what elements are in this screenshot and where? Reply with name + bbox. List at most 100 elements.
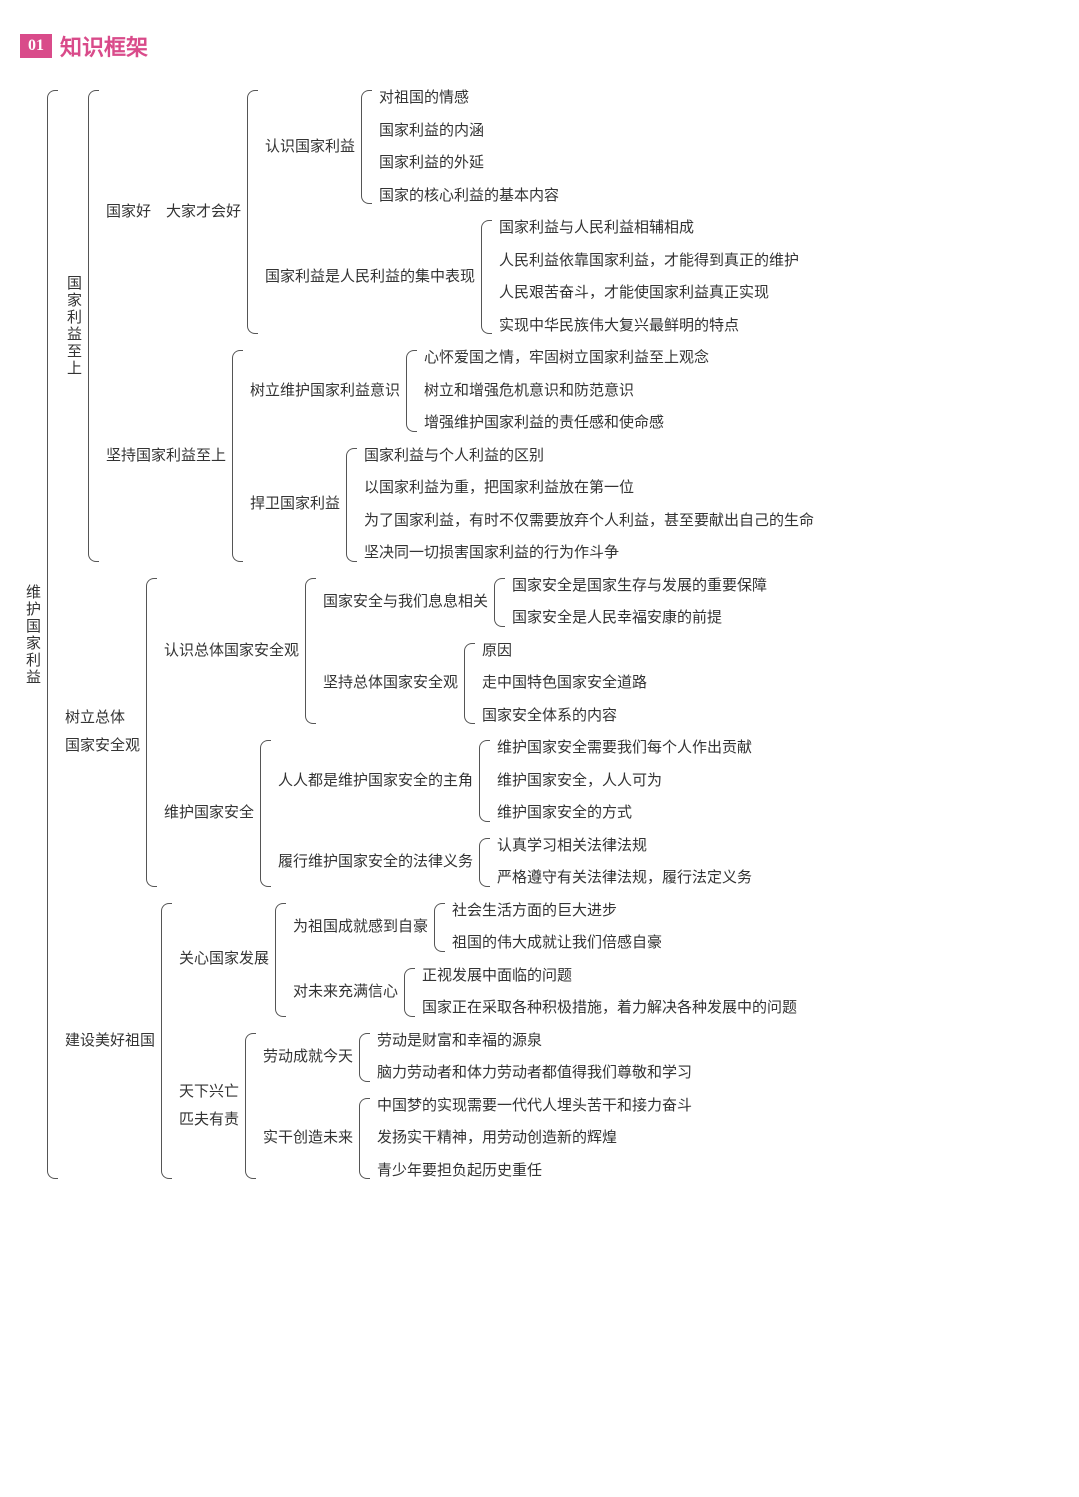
tree-children: 认真学习相关法律法规严格遵守有关法律法规，履行法定义务: [479, 830, 756, 895]
tree-node: 为了国家利益，有时不仅需要放弃个人利益，甚至要献出自己的生命: [360, 505, 818, 538]
tree-node: 维护国家安全需要我们每个人作出贡献: [493, 732, 756, 765]
tree-node: 祖国的伟大成就让我们倍感自豪: [448, 927, 666, 960]
tree-label: 对祖国的情感: [375, 82, 473, 115]
tree-label: 实干创造未来: [259, 1122, 357, 1155]
tree-node: 履行维护国家安全的法律义务认真学习相关法律法规严格遵守有关法律法规，履行法定义务: [274, 830, 756, 895]
tree-node: 建设美好祖国关心国家发展为祖国成就感到自豪社会生活方面的巨大进步祖国的伟大成就让…: [61, 895, 818, 1188]
tree-node: 劳动是财富和幸福的源泉: [373, 1025, 696, 1058]
tree-node: 国家安全体系的内容: [478, 700, 651, 733]
tree-label: 国家安全是国家生存与发展的重要保障: [508, 570, 771, 603]
tree-children: 维护国家安全需要我们每个人作出贡献维护国家安全，人人可为维护国家安全的方式: [479, 732, 756, 830]
tree-label: 国家正在采取各种积极措施，着力解决各种发展中的问题: [418, 992, 801, 1025]
tree-label: 维护国家安全需要我们每个人作出贡献: [493, 732, 756, 765]
tree-label: 社会生活方面的巨大进步: [448, 895, 621, 928]
tree-node: 对祖国的情感: [375, 82, 563, 115]
tree-node: 坚持总体国家安全观原因走中国特色国家安全道路国家安全体系的内容: [319, 635, 771, 733]
tree-node: 维护国家安全，人人可为: [493, 765, 756, 798]
tree-label-line: 树立总体: [61, 704, 129, 732]
tree-label-line: 天下兴亡: [175, 1078, 243, 1106]
tree-label: 树立维护国家利益意识: [246, 375, 404, 408]
tree-label: 劳动成就今天: [259, 1041, 357, 1074]
tree-label-line: 国家安全观: [61, 732, 144, 760]
tree-label: 国家安全体系的内容: [478, 700, 621, 733]
tree-children: 原因走中国特色国家安全道路国家安全体系的内容: [464, 635, 651, 733]
tree-node: 维护国家安全的方式: [493, 797, 756, 830]
tree-children: 劳动成就今天劳动是财富和幸福的源泉脑力劳动者和体力劳动者都值得我们尊敬和学习实干…: [245, 1025, 696, 1188]
tree-label: 祖国的伟大成就让我们倍感自豪: [448, 927, 666, 960]
tree-label: 国家利益与人民利益相辅相成: [495, 212, 698, 245]
tree-node: 实干创造未来中国梦的实现需要一代代人埋头苦干和接力奋斗发扬实干精神，用劳动创造新…: [259, 1090, 696, 1188]
tree-label: 坚持国家利益至上: [102, 440, 230, 473]
tree-children: 对祖国的情感国家利益的内涵国家利益的外延国家的核心利益的基本内容: [361, 82, 563, 212]
tree-node: 为祖国成就感到自豪社会生活方面的巨大进步祖国的伟大成就让我们倍感自豪: [289, 895, 801, 960]
tree-label: 人人都是维护国家安全的主角: [274, 765, 477, 798]
tree-children: 国家利益至上国家好 大家才会好认识国家利益对祖国的情感国家利益的内涵国家利益的外…: [47, 82, 818, 1187]
tree-node: 国家安全是人民幸福安康的前提: [508, 602, 771, 635]
tree-children: 国家利益与个人利益的区别以国家利益为重，把国家利益放在第一位为了国家利益，有时不…: [346, 440, 818, 570]
tree-label: 青少年要担负起历史重任: [373, 1155, 546, 1188]
tree-node: 国家安全是国家生存与发展的重要保障: [508, 570, 771, 603]
tree-label: 国家利益的外延: [375, 147, 488, 180]
tree-node: 关心国家发展为祖国成就感到自豪社会生活方面的巨大进步祖国的伟大成就让我们倍感自豪…: [175, 895, 801, 1025]
tree-node: 捍卫国家利益国家利益与个人利益的区别以国家利益为重，把国家利益放在第一位为了国家…: [246, 440, 818, 570]
tree-label: 实现中华民族伟大复兴最鲜明的特点: [495, 310, 743, 343]
tree-node: 人民艰苦奋斗，才能使国家利益真正实现: [495, 277, 803, 310]
tree-node: 国家好 大家才会好认识国家利益对祖国的情感国家利益的内涵国家利益的外延国家的核心…: [102, 82, 818, 342]
tree-node: 发扬实干精神，用劳动创造新的辉煌: [373, 1122, 696, 1155]
tree-label: 原因: [478, 635, 516, 668]
tree-label: 中国梦的实现需要一代代人埋头苦干和接力奋斗: [373, 1090, 696, 1123]
tree-node: 认识总体国家安全观国家安全与我们息息相关国家安全是国家生存与发展的重要保障国家安…: [160, 570, 771, 733]
tree-label: 坚持总体国家安全观: [319, 667, 462, 700]
tree-node: 对未来充满信心正视发展中面临的问题国家正在采取各种积极措施，着力解决各种发展中的…: [289, 960, 801, 1025]
tree-label-multiline: 树立总体国家安全观: [61, 704, 144, 760]
tree-node: 社会生活方面的巨大进步: [448, 895, 666, 928]
tree-node: 国家利益的外延: [375, 147, 563, 180]
tree-node: 国家利益与个人利益的区别: [360, 440, 818, 473]
tree-label: 人民艰苦奋斗，才能使国家利益真正实现: [495, 277, 773, 310]
tree-children: 心怀爱国之情，牢固树立国家利益至上观念树立和增强危机意识和防范意识增强维护国家利…: [406, 342, 713, 440]
tree-label: 树立和增强危机意识和防范意识: [420, 375, 638, 408]
tree-label: 建设美好祖国: [61, 1025, 159, 1058]
tree-node: 国家利益至上国家好 大家才会好认识国家利益对祖国的情感国家利益的内涵国家利益的外…: [61, 82, 818, 570]
tree-children: 正视发展中面临的问题国家正在采取各种积极措施，着力解决各种发展中的问题: [404, 960, 801, 1025]
tree-node: 走中国特色国家安全道路: [478, 667, 651, 700]
tree-node: 维护国家安全人人都是维护国家安全的主角维护国家安全需要我们每个人作出贡献维护国家…: [160, 732, 771, 895]
tree-node: 国家安全与我们息息相关国家安全是国家生存与发展的重要保障国家安全是人民幸福安康的…: [319, 570, 771, 635]
tree-node: 人民利益依靠国家利益，才能得到真正的维护: [495, 245, 803, 278]
tree-children: 关心国家发展为祖国成就感到自豪社会生活方面的巨大进步祖国的伟大成就让我们倍感自豪…: [161, 895, 801, 1188]
tree-node: 实现中华民族伟大复兴最鲜明的特点: [495, 310, 803, 343]
tree-root-label: 维护国家利益: [20, 580, 45, 690]
tree-node: 正视发展中面临的问题: [418, 960, 801, 993]
tree-label: 坚决同一切损害国家利益的行为作斗争: [360, 537, 623, 570]
tree-node: 国家正在采取各种积极措施，着力解决各种发展中的问题: [418, 992, 801, 1025]
tree-label: 认真学习相关法律法规: [493, 830, 651, 863]
tree-label: 认识国家利益: [261, 131, 359, 164]
tree-label: 认识总体国家安全观: [160, 635, 303, 668]
tree-label: 国家利益的内涵: [375, 115, 488, 148]
tree-label: 为祖国成就感到自豪: [289, 911, 432, 944]
tree-label: 为了国家利益，有时不仅需要放弃个人利益，甚至要献出自己的生命: [360, 505, 818, 538]
tree-children: 为祖国成就感到自豪社会生活方面的巨大进步祖国的伟大成就让我们倍感自豪对未来充满信…: [275, 895, 801, 1025]
tree-children: 国家好 大家才会好认识国家利益对祖国的情感国家利益的内涵国家利益的外延国家的核心…: [88, 82, 818, 570]
tree-node: 国家利益的内涵: [375, 115, 563, 148]
tree-label: 维护国家安全，人人可为: [493, 765, 666, 798]
header: 01 知识框架: [20, 30, 1059, 62]
tree-node: 人人都是维护国家安全的主角维护国家安全需要我们每个人作出贡献维护国家安全，人人可…: [274, 732, 756, 830]
tree-children: 国家安全是国家生存与发展的重要保障国家安全是人民幸福安康的前提: [494, 570, 771, 635]
tree-label: 履行维护国家安全的法律义务: [274, 846, 477, 879]
tree-node: 增强维护国家利益的责任感和使命感: [420, 407, 713, 440]
tree-label: 国家安全是人民幸福安康的前提: [508, 602, 726, 635]
tree-children: 认识国家利益对祖国的情感国家利益的内涵国家利益的外延国家的核心利益的基本内容国家…: [247, 82, 803, 342]
tree-root-node: 维护国家利益国家利益至上国家好 大家才会好认识国家利益对祖国的情感国家利益的内涵…: [20, 82, 1059, 1187]
tree-node: 心怀爱国之情，牢固树立国家利益至上观念: [420, 342, 713, 375]
tree-label-multiline: 天下兴亡匹夫有责: [175, 1078, 243, 1134]
tree-label: 维护国家安全的方式: [493, 797, 636, 830]
tree-children: 国家安全与我们息息相关国家安全是国家生存与发展的重要保障国家安全是人民幸福安康的…: [305, 570, 771, 733]
tree-children: 社会生活方面的巨大进步祖国的伟大成就让我们倍感自豪: [434, 895, 666, 960]
tree-node: 国家的核心利益的基本内容: [375, 180, 563, 213]
tree-node: 坚持国家利益至上树立维护国家利益意识心怀爱国之情，牢固树立国家利益至上观念树立和…: [102, 342, 818, 570]
tree-label: 对未来充满信心: [289, 976, 402, 1009]
tree-label: 国家好 大家才会好: [102, 196, 245, 229]
tree-label: 正视发展中面临的问题: [418, 960, 576, 993]
tree-label: 捍卫国家利益: [246, 488, 344, 521]
